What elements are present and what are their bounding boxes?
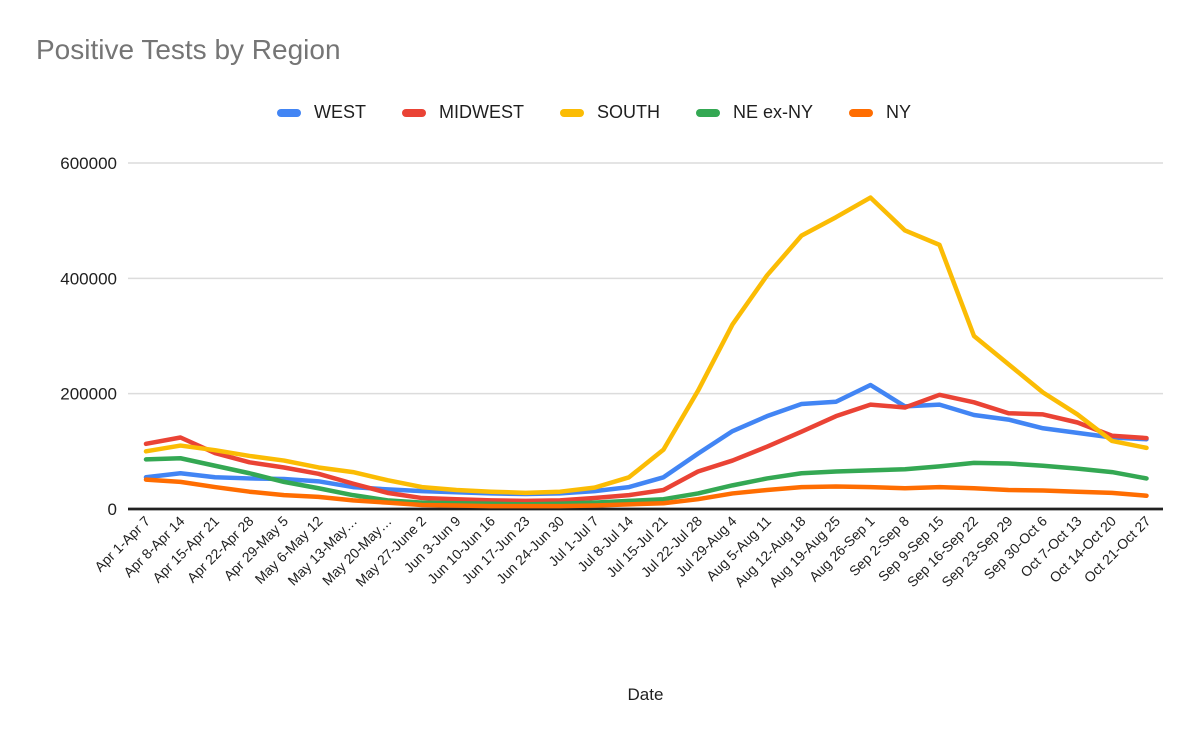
legend-item-ny[interactable]: NY [849, 102, 911, 123]
y-tick-label: 600000 [60, 154, 117, 173]
series-line-west[interactable] [143, 382, 1149, 497]
legend-label-ny: NY [886, 102, 912, 122]
y-tick-label: 400000 [60, 269, 117, 288]
y-tick-label: 200000 [60, 385, 117, 404]
legend-item-west[interactable]: WEST [276, 102, 366, 123]
y-tick-label: 0 [108, 500, 117, 519]
legend-item-midwest[interactable]: MIDWEST [401, 102, 524, 123]
legend-label-west: WEST [313, 102, 366, 122]
x-axis-title: Date [627, 685, 664, 704]
legend-item-south[interactable]: SOUTH [559, 102, 660, 123]
legend-label-ne-ex-ny: NE ex-NY [732, 102, 813, 122]
legend-label-south: SOUTH [596, 102, 660, 122]
legend-item-ne-ex-ny[interactable]: NE ex-NY [695, 102, 813, 123]
chart-legend: WEST MIDWEST SOUTH NE ex-NY NY [0, 102, 1188, 123]
series-line-ne-ex-ny[interactable] [143, 456, 1149, 507]
legend-label-midwest: MIDWEST [438, 102, 524, 122]
legend-swatch-west [276, 108, 301, 117]
legend-swatch-midwest [401, 108, 426, 117]
legend-swatch-ne-ex-ny [695, 108, 720, 117]
chart-title: Positive Tests by Region [36, 34, 341, 65]
series-line-ny[interactable] [143, 477, 1149, 509]
series-line-midwest[interactable] [143, 392, 1149, 504]
legend-swatch-south [559, 108, 584, 117]
series-line-south[interactable] [143, 195, 1149, 496]
legend-swatch-ny [849, 108, 873, 117]
